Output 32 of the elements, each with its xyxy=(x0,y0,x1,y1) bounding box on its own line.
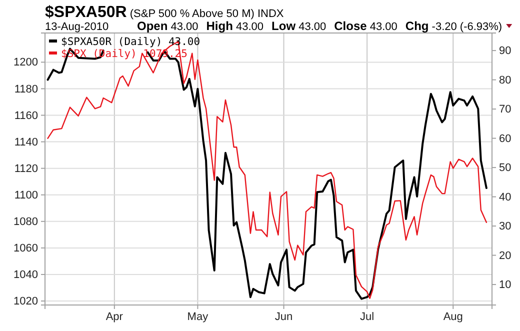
y-tick-label: 1080 xyxy=(14,216,38,228)
annotation: Close 43.00 xyxy=(334,19,398,33)
y2-tick-label: 80 xyxy=(499,74,512,86)
y2-tick-label: 20 xyxy=(499,250,512,262)
x-tick-label: Jul xyxy=(360,310,374,323)
y-tick-label: 1020 xyxy=(14,296,38,308)
annotation: Chg -3.20 (-6.93%) xyxy=(405,19,502,33)
x-tick-label: Jun xyxy=(274,310,293,323)
x-tick-label: May xyxy=(187,310,209,323)
annotation: High 43.00 xyxy=(206,19,264,33)
y2-tick-label: 10 xyxy=(499,279,512,292)
y2-tick-label: 90 xyxy=(499,45,512,58)
annotation: Low 43.00 xyxy=(272,19,326,33)
y-tick-label: 1140 xyxy=(14,136,38,148)
y-tick-label: 1180 xyxy=(14,83,38,96)
y2-tick-label: 50 xyxy=(499,162,512,174)
chart-subtitle: 13-Aug-2010 xyxy=(45,21,109,33)
y2-tick-label: 30 xyxy=(499,220,512,233)
chart-title: $SPXA50R (S&P 500 % Above 50 M) INDX xyxy=(45,4,284,21)
y-tick-label: 1200 xyxy=(14,56,38,69)
y2-tick-label: 60 xyxy=(499,132,512,145)
y-tick-label: 1160 xyxy=(14,110,38,122)
y-tick-label: 1100 xyxy=(14,189,38,202)
legend-label: $SPXA50R (Daily) 43.00 xyxy=(61,36,200,48)
y-tick-label: 1120 xyxy=(14,162,38,175)
y-tick-label: 1040 xyxy=(14,269,38,282)
y2-tick-label: 40 xyxy=(499,191,512,204)
y2-tick-label: 70 xyxy=(499,104,512,116)
x-tick-label: Apr xyxy=(106,310,124,323)
x-tick-label: Aug xyxy=(443,310,463,323)
y-tick-label: 1060 xyxy=(14,242,38,254)
annotation: Open 43.00 xyxy=(137,19,198,33)
